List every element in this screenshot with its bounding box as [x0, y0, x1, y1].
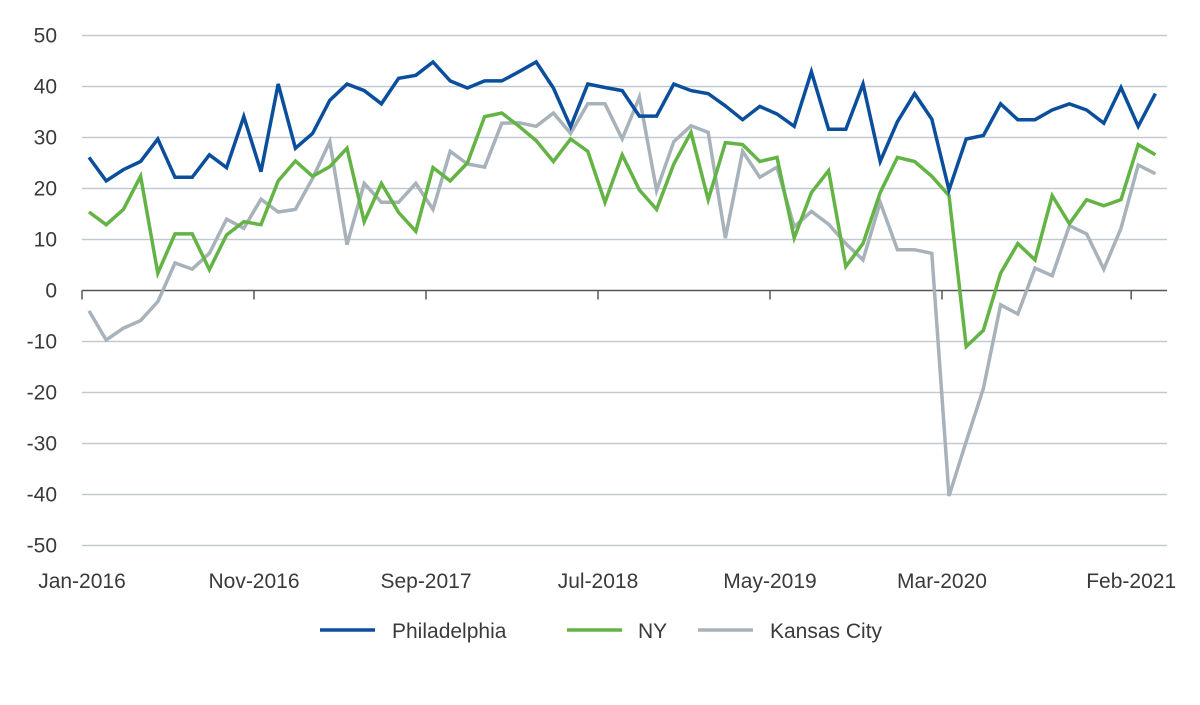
y-tick-label: -40: [27, 484, 57, 507]
y-tick-label: -20: [27, 382, 57, 405]
x-axis: Jan-2016 Nov-2016 Sep-2017 Jul-2018 May-2019…: [38, 291, 1176, 594]
legend-label: NY: [638, 620, 667, 643]
y-tick-label: -30: [27, 433, 57, 456]
y-axis: 50 40 30 20 10 0 -10 -20 -30 -40 -50: [27, 25, 57, 558]
series-lines: [89, 62, 1155, 496]
y-tick-label: 40: [34, 76, 57, 99]
x-tick-label: Nov-2016: [208, 570, 299, 593]
legend-label: Kansas City: [770, 620, 883, 643]
y-tick-label: 50: [34, 25, 57, 48]
y-tick-label: 0: [45, 280, 57, 303]
y-tick-label: 10: [34, 229, 57, 252]
x-tick-label: May-2019: [723, 570, 816, 593]
y-tick-label: 20: [34, 178, 57, 201]
y-tick-label: -10: [27, 331, 57, 354]
x-tick-label: Mar-2020: [897, 570, 987, 593]
series-line-philadelphia: [89, 62, 1155, 190]
x-tick-label: Feb-2021: [1086, 570, 1176, 593]
legend-label: Philadelphia: [392, 620, 507, 643]
y-tick-label: 30: [34, 127, 57, 150]
legend: Philadelphia NY Kansas City: [320, 620, 883, 643]
series-line-ny: [89, 113, 1155, 347]
x-tick-label: Jul-2018: [558, 570, 639, 593]
y-tick-label: -50: [27, 535, 57, 558]
x-tick-label: Jan-2016: [38, 570, 126, 593]
x-tick-label: Sep-2017: [380, 570, 471, 593]
